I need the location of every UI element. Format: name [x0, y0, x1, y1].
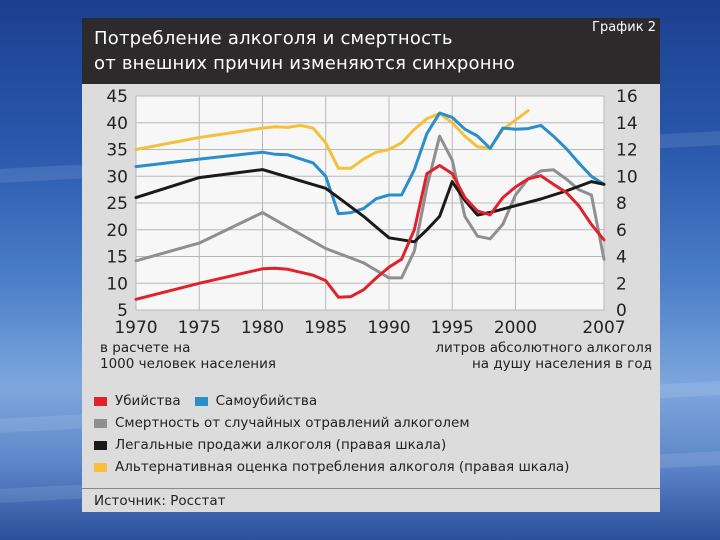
right-axis-tick-label: 16	[616, 87, 638, 107]
chart-title-line1: Потребление алкоголя и смертность	[94, 28, 453, 49]
right-axis-tick-label: 12	[616, 141, 638, 161]
legend-item-poisonings: Смертность от случайных отравлений алког…	[94, 412, 569, 434]
legend-item-legal-sales: Легальные продажи алкоголя (правая шкала…	[94, 434, 569, 456]
left-axis-tick-label: 25	[106, 194, 128, 214]
x-axis-tick-label: 1985	[304, 318, 347, 338]
x-axis-tick-label: 1970	[114, 318, 157, 338]
legend-item-alt-estimate: Альтернативная оценка потребления алкого…	[94, 456, 569, 478]
left-axis-tick-label: 15	[106, 248, 128, 268]
chart-header: Потребление алкоголя и смертность от вне…	[82, 18, 660, 84]
legend-label: Легальные продажи алкоголя (правая шкала…	[115, 437, 447, 453]
legend-swatch-alt-estimate	[94, 462, 107, 472]
left-axis-tick-label: 35	[106, 141, 128, 161]
right-axis-tick-label: 6	[616, 221, 627, 241]
legend-swatch-poisonings	[94, 418, 107, 428]
left-axis-tick-label: 20	[106, 221, 128, 241]
chart-title-line2: от внешних причин изменяются синхронно	[94, 53, 515, 74]
left-axis-tick-label: 45	[106, 87, 128, 107]
graph-number-tag: График 2	[592, 20, 656, 35]
right-axis-tick-label: 0	[616, 301, 627, 321]
chart-panel: Потребление алкоголя и смертность от вне…	[82, 18, 660, 512]
legend-label: Убийства	[115, 393, 181, 409]
series-line-legal-sales	[134, 168, 606, 244]
series-line-murders	[134, 164, 606, 301]
right-axis-tick-label: 10	[616, 167, 638, 187]
x-axis-tick-label: 2007	[582, 318, 625, 338]
left-axis-tick-label: 10	[106, 274, 128, 294]
right-axis-tick-label: 8	[616, 194, 627, 214]
legend: Убийства Самоубийства Смертность от случ…	[94, 390, 569, 478]
legend-swatch-suicides	[194, 396, 208, 406]
left-axis-tick-label: 5	[117, 301, 128, 321]
series-line-alt-estimate	[134, 109, 530, 170]
source-note: Источник: Росстат	[82, 488, 660, 512]
left-axis-tick-label: 40	[106, 114, 128, 134]
line-chart: 5 0 10 2 15 4 20 6 25 8 30 10 35 12 40 14 45 16 1970 1975 19…	[100, 87, 652, 372]
series-line-suicides	[134, 111, 606, 216]
x-axis-tick-label: 1980	[241, 318, 284, 338]
x-axis-tick-label: 1990	[367, 318, 410, 338]
right-axis-tick-label: 2	[616, 274, 627, 294]
x-axis-tick-label: 2000	[494, 318, 537, 338]
right-axis-label: литров абсолютного алкоголя	[435, 340, 652, 356]
legend-label: Самоубийства	[215, 393, 318, 409]
right-axis-label: на душу населения в год	[472, 356, 652, 372]
x-axis-tick-label: 1975	[178, 318, 221, 338]
left-axis-label: 1000 человек населения	[100, 356, 276, 372]
legend-swatch-murders	[94, 396, 107, 406]
x-axis-tick-label: 1995	[431, 318, 474, 338]
left-axis-tick-label: 30	[106, 167, 128, 187]
legend-item-murders: Убийства Самоубийства	[94, 390, 569, 412]
chart-title: Потребление алкоголя и смертность от вне…	[94, 26, 515, 76]
left-axis-label: в расчете на	[100, 340, 190, 356]
legend-swatch-legal-sales	[94, 440, 107, 450]
legend-label: Альтернативная оценка потребления алкого…	[115, 459, 570, 475]
right-axis-tick-label: 4	[616, 248, 627, 268]
right-axis-tick-label: 14	[616, 114, 638, 134]
legend-label: Смертность от случайных отравлений алког…	[115, 415, 470, 431]
